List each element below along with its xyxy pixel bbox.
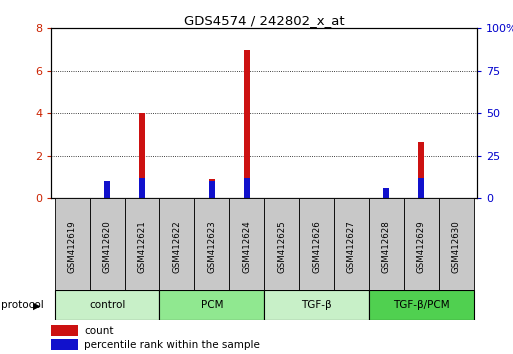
Text: GSM412623: GSM412623: [207, 221, 216, 273]
Bar: [264, 290, 369, 320]
Text: TGF-β/PCM: TGF-β/PCM: [393, 300, 449, 310]
Bar: [104, 187, 110, 198]
Bar: [418, 178, 424, 198]
Text: GSM412627: GSM412627: [347, 221, 356, 273]
Bar: [244, 178, 250, 198]
Bar: [244, 50, 250, 198]
Text: percentile rank within the sample: percentile rank within the sample: [84, 340, 260, 350]
Bar: [125, 198, 160, 292]
Text: TGF-β: TGF-β: [301, 300, 332, 310]
Bar: [209, 181, 215, 198]
Text: GSM412624: GSM412624: [242, 221, 251, 273]
Bar: [139, 113, 145, 198]
Title: GDS4574 / 242802_x_at: GDS4574 / 242802_x_at: [184, 14, 345, 27]
Bar: [160, 290, 264, 320]
Bar: [369, 290, 473, 320]
Text: GSM412621: GSM412621: [137, 221, 147, 273]
Bar: [404, 198, 439, 292]
Bar: [55, 198, 90, 292]
Text: GSM412626: GSM412626: [312, 221, 321, 273]
Text: control: control: [89, 300, 125, 310]
Bar: [160, 198, 194, 292]
Bar: [139, 178, 145, 198]
Text: PCM: PCM: [201, 300, 223, 310]
Text: GSM412630: GSM412630: [451, 221, 461, 273]
Text: count: count: [84, 326, 113, 336]
Bar: [334, 198, 369, 292]
Bar: [194, 198, 229, 292]
Bar: [104, 181, 110, 198]
Text: GSM412629: GSM412629: [417, 221, 426, 273]
Text: GSM412619: GSM412619: [68, 221, 77, 273]
Bar: [383, 188, 389, 198]
Bar: [90, 198, 125, 292]
Bar: [439, 198, 473, 292]
Bar: [418, 142, 424, 198]
Bar: [229, 198, 264, 292]
Text: protocol: protocol: [1, 300, 44, 310]
Text: ▶: ▶: [33, 300, 41, 310]
Bar: [55, 290, 160, 320]
Text: GSM412625: GSM412625: [277, 221, 286, 273]
Bar: [264, 198, 299, 292]
Text: GSM412628: GSM412628: [382, 221, 391, 273]
Bar: [51, 325, 78, 336]
Text: GSM412622: GSM412622: [172, 221, 182, 273]
Text: GSM412620: GSM412620: [103, 221, 112, 273]
Bar: [299, 198, 334, 292]
Bar: [51, 339, 78, 350]
Bar: [369, 198, 404, 292]
Bar: [209, 179, 215, 198]
